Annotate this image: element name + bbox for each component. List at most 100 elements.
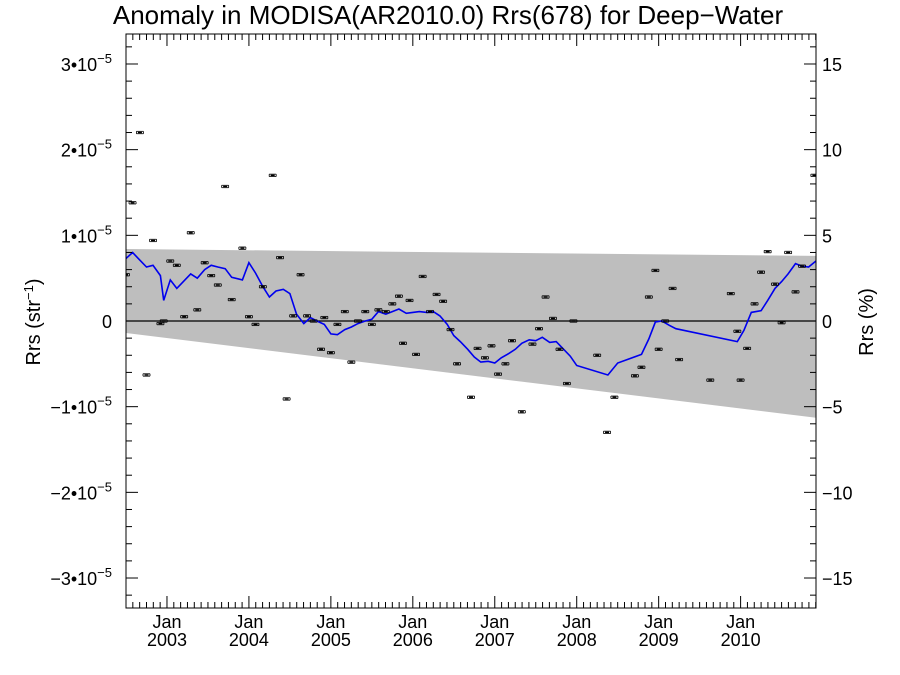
data-point <box>555 347 564 351</box>
y-left-tick-mantissa: −2•10 <box>50 483 97 503</box>
uncertainty-band-layer <box>126 249 816 418</box>
data-point <box>320 315 329 320</box>
series-points-layer <box>126 130 816 434</box>
x-tick-year-label: 2005 <box>311 630 351 650</box>
data-point <box>333 322 342 327</box>
y-axis-left-label-close: ) <box>23 278 45 285</box>
data-point <box>388 302 397 306</box>
x-tick-year-label: 2006 <box>393 630 433 650</box>
data-point <box>213 283 222 287</box>
data-point <box>221 184 230 189</box>
data-point <box>354 319 362 323</box>
chart-title: Anomaly in MODISA(AR2010.0) Rrs(678) for… <box>113 0 784 30</box>
y-right-tick-label: 10 <box>822 141 842 161</box>
y-left-tick-mantissa: 2•10 <box>61 141 97 161</box>
data-point <box>562 381 571 386</box>
data-point <box>726 291 735 296</box>
data-point <box>289 314 298 318</box>
x-tick-month-label: Jan <box>152 612 181 632</box>
data-point <box>399 341 407 345</box>
data-point <box>791 290 800 294</box>
axes-layer: 3•10−52•10−51•10−50−1•10−5−2•10−5−3•10−5… <box>50 34 853 650</box>
data-point <box>149 238 157 243</box>
data-point <box>432 292 441 297</box>
y-axis-left-label-base: Rrs (str <box>23 300 45 366</box>
data-point <box>593 353 602 357</box>
data-point <box>661 319 670 323</box>
data-point <box>193 308 202 312</box>
y-left-tick-mantissa: −3•10 <box>50 569 97 589</box>
data-point <box>630 374 639 378</box>
data-point <box>771 282 779 286</box>
y-axis-left-label: Rrs (str−1) <box>21 278 45 365</box>
data-point <box>810 173 816 177</box>
y-left-tick-exponent: −5 <box>97 394 112 409</box>
y-left-tick-label: 1•10−5 <box>61 222 112 246</box>
y-left-tick-exponent: −5 <box>97 137 112 152</box>
data-point <box>675 357 684 362</box>
data-point <box>603 430 611 434</box>
x-tick-month-label: Jan <box>644 612 673 632</box>
data-point <box>549 316 557 321</box>
data-point <box>296 273 305 277</box>
data-point <box>418 274 427 279</box>
y-axis-left-label-exponent: −1 <box>21 285 36 300</box>
x-tick-year-label: 2008 <box>557 630 597 650</box>
y-left-tick-mantissa: −1•10 <box>50 398 97 418</box>
y-left-tick-exponent: −5 <box>97 222 112 237</box>
y-left-tick-exponent: −5 <box>97 565 112 580</box>
data-point <box>340 309 349 314</box>
y-right-tick-label: −15 <box>822 569 853 589</box>
data-point <box>367 322 376 327</box>
x-tick-year-label: 2004 <box>229 630 269 650</box>
y-left-tick-mantissa: 0 <box>102 312 112 332</box>
data-point <box>473 346 482 351</box>
y-left-tick-label: −2•10−5 <box>50 479 112 503</box>
x-tick-month-label: Jan <box>398 612 427 632</box>
data-point <box>784 250 793 255</box>
data-point <box>508 339 516 343</box>
y-left-tick-label: 3•10−5 <box>61 51 112 75</box>
data-point <box>276 256 284 260</box>
y-right-tick-label: 15 <box>822 55 842 75</box>
data-point <box>159 319 168 323</box>
y-left-tick-mantissa: 1•10 <box>61 226 97 246</box>
data-point <box>736 378 745 382</box>
data-point <box>743 346 752 351</box>
data-point <box>166 259 175 263</box>
y-left-tick-exponent: −5 <box>97 51 112 66</box>
data-point <box>200 261 209 265</box>
data-point <box>763 250 772 254</box>
data-point <box>374 308 383 312</box>
y-right-tick-label: −5 <box>822 398 843 418</box>
data-point <box>128 201 137 205</box>
data-point <box>361 309 370 314</box>
data-point <box>733 329 742 333</box>
data-point <box>651 268 660 273</box>
x-tick-month-label: Jan <box>562 612 591 632</box>
data-point <box>412 352 420 357</box>
y-left-tick-label: 2•10−5 <box>61 137 112 161</box>
data-point <box>142 373 151 377</box>
y-left-tick-exponent: −5 <box>97 479 112 494</box>
data-point <box>777 321 786 325</box>
data-point <box>487 344 496 348</box>
x-tick-year-label: 2007 <box>475 630 515 650</box>
data-point <box>326 351 335 355</box>
x-tick-month-label: Jan <box>316 612 345 632</box>
data-point <box>227 297 236 302</box>
data-point <box>126 273 130 277</box>
running-mean-line <box>126 251 816 376</box>
data-point <box>501 362 510 366</box>
data-point <box>668 286 677 291</box>
data-point <box>654 347 663 351</box>
data-point <box>136 130 144 135</box>
data-point <box>317 347 325 351</box>
y-left-tick-label: 0 <box>102 312 112 332</box>
data-point <box>467 395 475 399</box>
data-point <box>706 378 715 382</box>
data-point <box>517 410 526 414</box>
data-point <box>245 315 253 319</box>
x-tick-month-label: Jan <box>726 612 755 632</box>
y-right-tick-label: −10 <box>822 483 853 503</box>
